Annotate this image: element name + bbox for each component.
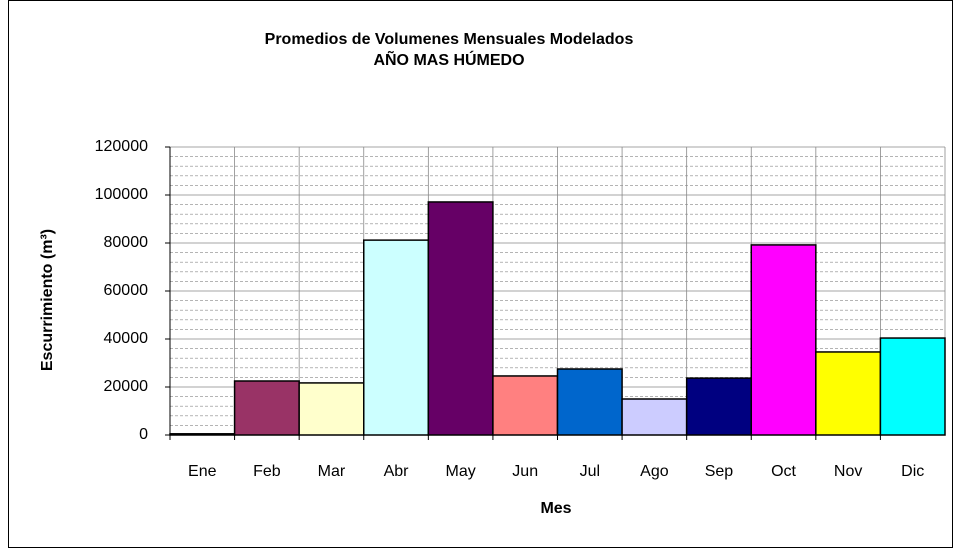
x-tick-label: Feb (253, 463, 281, 480)
bar (556, 368, 623, 436)
y-tick-label: 120000 (95, 138, 148, 155)
x-tick-label: Abr (384, 463, 410, 480)
chart-subtitle: AÑO MAS HÚMEDO (373, 49, 524, 69)
x-tick-label: Nov (834, 463, 862, 480)
y-axis-label: Escurrimiento (m³) (39, 229, 56, 371)
x-tick-label: Ago (640, 463, 669, 480)
chart-title: Promedios de Volumenes Mensuales Modelad… (265, 31, 634, 48)
bar (685, 377, 753, 436)
x-tick-label: Jun (512, 463, 538, 480)
bar (750, 244, 817, 436)
x-tick-label: Oct (771, 463, 796, 480)
y-tick-label: 20000 (104, 378, 149, 395)
x-tick-label: Jul (580, 463, 600, 480)
x-tick-label: May (446, 463, 476, 480)
x-tick-label: Ene (188, 463, 217, 480)
y-tick-label: 40000 (104, 330, 149, 347)
bar (427, 201, 494, 436)
x-tick-label: Sep (705, 463, 734, 480)
bar (879, 337, 946, 436)
x-tick-label: Mar (318, 463, 346, 480)
bar (298, 382, 365, 436)
bar (815, 351, 882, 436)
bar (492, 375, 559, 436)
x-axis-label: Mes (540, 500, 571, 517)
y-tick-label: 80000 (104, 234, 149, 251)
bar (363, 239, 430, 436)
bar (621, 398, 688, 436)
x-tick-label: Dic (901, 463, 924, 480)
y-tick-label: 0 (139, 426, 148, 443)
y-tick-label: 60000 (104, 282, 149, 299)
y-tick-label: 100000 (95, 186, 148, 203)
bar (233, 380, 300, 436)
